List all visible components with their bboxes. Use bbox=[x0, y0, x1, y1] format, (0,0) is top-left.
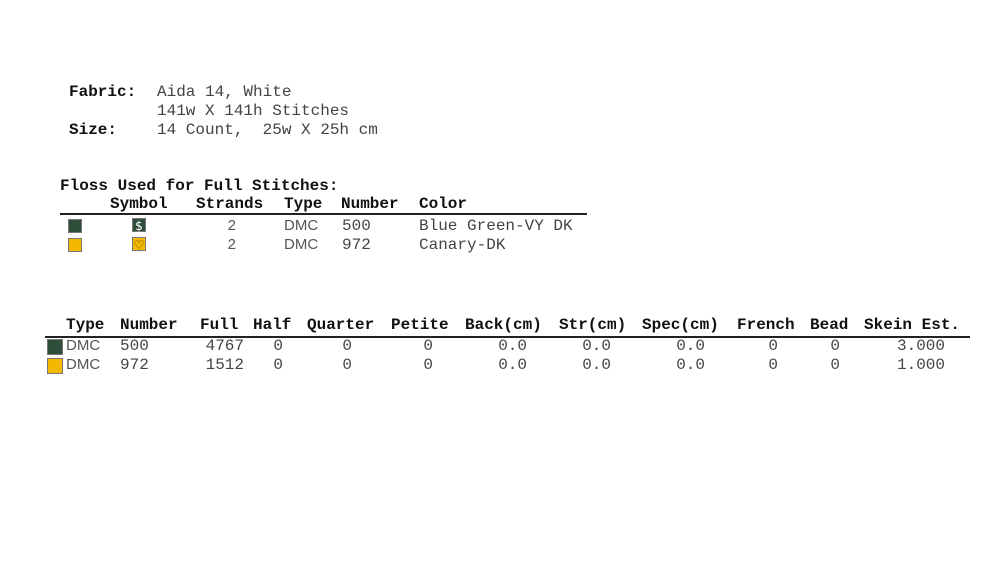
usage-cell: 0.0 bbox=[676, 337, 705, 355]
color-swatch bbox=[68, 219, 82, 233]
usage-header: Full bbox=[200, 316, 239, 334]
usage-cell: DMC bbox=[66, 356, 101, 373]
usage-cell: 0.0 bbox=[582, 337, 611, 355]
floss-header: Number bbox=[341, 195, 399, 213]
usage-divider bbox=[45, 336, 970, 338]
usage-cell: 0 bbox=[768, 337, 778, 355]
type: DMC bbox=[284, 217, 319, 234]
usage-cell: DMC bbox=[66, 337, 101, 354]
usage-cell: 0 bbox=[423, 356, 433, 374]
color-name: Blue Green-VY DK bbox=[419, 217, 573, 235]
usage-header: Str(cm) bbox=[559, 316, 627, 334]
number: 972 bbox=[342, 236, 371, 254]
usage-header: Petite bbox=[391, 316, 449, 334]
usage-header: Number bbox=[120, 316, 178, 334]
heart-icon: ♡ bbox=[132, 237, 146, 252]
number: 500 bbox=[342, 217, 371, 235]
usage-header: French bbox=[737, 316, 795, 334]
usage-header: Back(cm) bbox=[465, 316, 542, 334]
usage-cell: 0.0 bbox=[676, 356, 705, 374]
floss-header: Color bbox=[419, 195, 468, 213]
usage-cell: 0.0 bbox=[498, 337, 527, 355]
size-label: Size: bbox=[69, 121, 118, 139]
size-value: 14 Count, 25w X 25h cm bbox=[157, 121, 378, 139]
usage-cell: 0 bbox=[273, 356, 283, 374]
usage-header: Spec(cm) bbox=[642, 316, 719, 334]
floss-header: Symbol bbox=[110, 195, 168, 213]
fabric-label: Fabric: bbox=[69, 83, 137, 101]
strands: 2 bbox=[227, 236, 236, 253]
floss-header: Type bbox=[284, 195, 323, 213]
floss-divider bbox=[60, 213, 587, 215]
usage-cell: 0 bbox=[830, 337, 840, 355]
usage-cell: 0 bbox=[423, 337, 433, 355]
usage-cell: 0 bbox=[273, 337, 283, 355]
strands: 2 bbox=[227, 217, 236, 234]
usage-cell: 972 bbox=[120, 356, 149, 374]
color-swatch bbox=[68, 238, 82, 252]
usage-cell: 3.000 bbox=[896, 337, 945, 355]
usage-cell: 0 bbox=[768, 356, 778, 374]
usage-cell: 0 bbox=[342, 337, 352, 355]
usage-cell: 0 bbox=[342, 356, 352, 374]
color-swatch bbox=[47, 339, 63, 355]
color-name: Canary-DK bbox=[419, 236, 506, 254]
type: DMC bbox=[284, 236, 319, 253]
usage-header: Quarter bbox=[307, 316, 375, 334]
usage-header: Skein Est. bbox=[864, 316, 961, 334]
floss-header: Strands bbox=[196, 195, 264, 213]
floss-title: Floss Used for Full Stitches: bbox=[60, 177, 339, 195]
usage-cell: 500 bbox=[120, 337, 149, 355]
fabric-value: Aida 14, White bbox=[157, 83, 292, 101]
usage-cell: 4767 bbox=[205, 337, 244, 355]
usage-cell: 1512 bbox=[205, 356, 244, 374]
dollar-icon: $ bbox=[132, 218, 146, 233]
usage-cell: 0 bbox=[830, 356, 840, 374]
stitch-count: 141w X 141h Stitches bbox=[157, 102, 350, 120]
usage-header: Half bbox=[253, 316, 292, 334]
usage-header: Type bbox=[66, 316, 105, 334]
usage-cell: 1.000 bbox=[896, 356, 945, 374]
usage-header: Bead bbox=[810, 316, 849, 334]
usage-cell: 0.0 bbox=[498, 356, 527, 374]
usage-cell: 0.0 bbox=[582, 356, 611, 374]
color-swatch bbox=[47, 358, 63, 374]
